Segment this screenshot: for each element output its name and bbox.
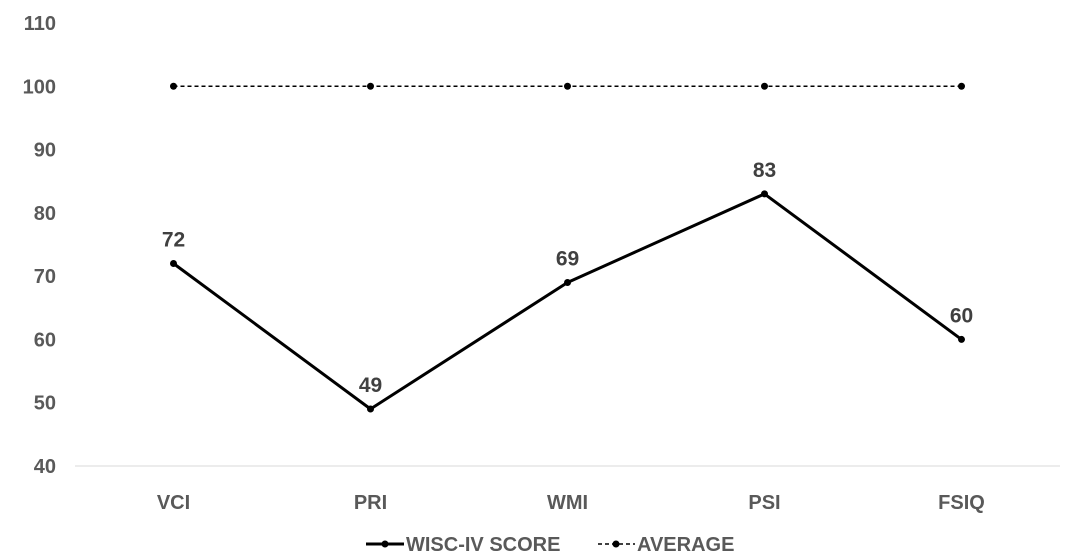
x-tick-label: FSIQ xyxy=(938,492,985,514)
data-point xyxy=(367,405,374,413)
data-point xyxy=(761,82,768,90)
y-tick-label: 80 xyxy=(34,203,56,225)
y-tick-label: 70 xyxy=(34,266,56,288)
data-point xyxy=(564,82,571,90)
series-group: 72 49 69 83 60 xyxy=(162,82,973,413)
legend-item-average: AVERAGE xyxy=(598,534,734,556)
legend-label-wisc-iv-score: WISC-IV SCORE xyxy=(406,534,560,556)
legend-item-wisc-iv-score: WISC-IV SCORE xyxy=(366,534,560,556)
data-point xyxy=(761,190,768,198)
x-tick-label: PSI xyxy=(748,492,780,514)
data-point xyxy=(367,82,374,90)
data-point xyxy=(170,82,177,90)
y-tick-label: 40 xyxy=(34,456,56,478)
legend: WISC-IV SCORE AVERAGE xyxy=(366,534,734,556)
y-tick-label: 50 xyxy=(34,393,56,415)
y-axis-tick-labels: 40 50 60 70 80 90 100 110 xyxy=(23,13,56,478)
y-tick-label: 110 xyxy=(24,13,56,35)
x-tick-label: VCI xyxy=(157,492,190,514)
data-label: 60 xyxy=(950,304,973,327)
legend-marker-wisc-iv-score xyxy=(381,540,389,548)
legend-label-average: AVERAGE xyxy=(637,534,734,556)
data-label: 69 xyxy=(556,247,579,270)
data-label: 83 xyxy=(753,159,776,182)
y-tick-label: 100 xyxy=(23,76,56,98)
data-point xyxy=(958,82,965,90)
x-tick-label: WMI xyxy=(547,492,588,514)
y-tick-label: 90 xyxy=(34,140,56,162)
data-point xyxy=(564,278,571,286)
data-point xyxy=(958,335,965,343)
series-1 xyxy=(170,82,965,90)
data-label: 72 xyxy=(162,228,185,251)
series-line xyxy=(172,192,963,411)
legend-marker-average xyxy=(612,540,620,548)
series-0: 72 49 69 83 60 xyxy=(162,159,973,413)
data-point xyxy=(170,259,177,267)
data-label: 49 xyxy=(359,374,382,397)
x-tick-label: PRI xyxy=(354,492,387,514)
x-axis-category-labels: VCI PRI WMI PSI FSIQ xyxy=(157,492,985,514)
y-tick-label: 60 xyxy=(34,329,56,351)
